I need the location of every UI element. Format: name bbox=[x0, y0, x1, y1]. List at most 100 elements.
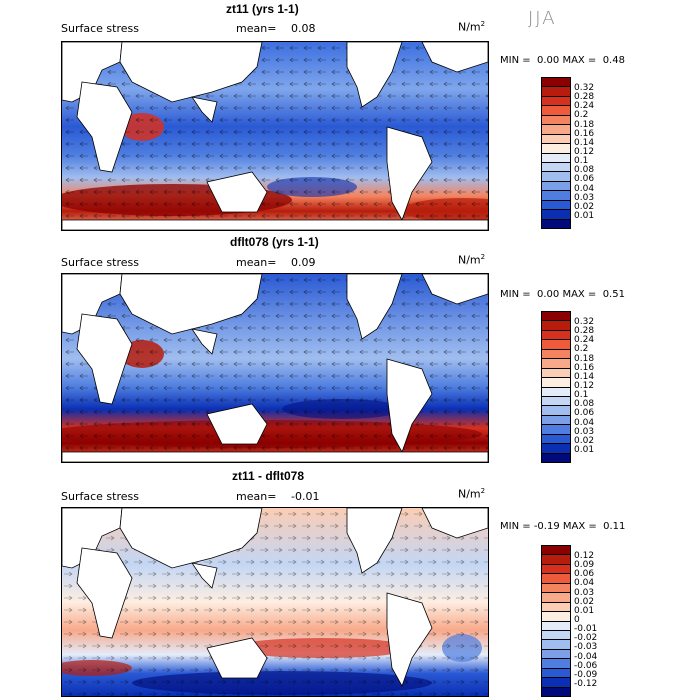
colorbar-swatch bbox=[542, 630, 570, 641]
colorbar-label: -0.06 bbox=[574, 660, 598, 671]
panel-3-units: N/m2 bbox=[458, 487, 486, 501]
panel-3-colorbar bbox=[541, 545, 571, 697]
colorbar-label: 0.09 bbox=[574, 560, 595, 571]
colorbar-swatch bbox=[542, 134, 570, 145]
colorbar-swatch bbox=[542, 574, 570, 584]
colorbar-swatch bbox=[542, 593, 570, 603]
colorbar-swatch bbox=[542, 453, 570, 462]
colorbar-swatch bbox=[542, 153, 570, 163]
colorbar-swatch bbox=[542, 349, 570, 360]
colorbar-swatch bbox=[542, 678, 570, 688]
colorbar-swatch bbox=[542, 78, 570, 88]
colorbar-swatch bbox=[542, 144, 570, 154]
colorbar-label: 0.01 bbox=[574, 211, 595, 222]
colorbar-label: 0.2 bbox=[574, 110, 589, 121]
colorbar-label: 0.18 bbox=[574, 119, 595, 130]
panel-1-colorbar bbox=[541, 77, 571, 229]
colorbar-swatch bbox=[542, 200, 570, 211]
colorbar-label: 0.32 bbox=[574, 317, 595, 328]
colorbar-swatch bbox=[542, 125, 570, 135]
colorbar-swatch bbox=[542, 191, 570, 201]
colorbar-label: 0.04 bbox=[574, 183, 595, 194]
panel-1-colorbar-labels: 0.32 0.28 0.24 0.2 0.18 0.16 0.14 0.12 0.1 0.08 0.… bbox=[574, 83, 595, 222]
colorbar-label: 0.24 bbox=[574, 101, 595, 112]
colorbar-swatch bbox=[542, 210, 570, 220]
colorbar-label: 0.1 bbox=[574, 156, 589, 167]
panel-2-min-max: MIN = 0.00 MAX = 0.51 bbox=[500, 289, 625, 300]
panel-2-title: dflt078 (yrs 1-1) bbox=[230, 235, 319, 249]
colorbar-label: -0.12 bbox=[574, 679, 598, 690]
colorbar-label: 0.12 bbox=[574, 147, 595, 158]
colorbar-swatch bbox=[542, 106, 570, 116]
colorbar-label: 0.08 bbox=[574, 399, 595, 410]
colorbar-swatch bbox=[542, 340, 570, 350]
colorbar-label: 0.04 bbox=[574, 417, 595, 428]
panel-1-title: zt11 (yrs 1-1) bbox=[226, 2, 299, 16]
season-label: JJA bbox=[528, 8, 557, 29]
colorbar-swatch bbox=[542, 555, 570, 565]
colorbar-label: 0.03 bbox=[574, 192, 595, 203]
colorbar-label: 0.14 bbox=[574, 371, 595, 382]
colorbar-label: 0.14 bbox=[574, 137, 595, 148]
colorbar-swatch bbox=[542, 640, 570, 650]
panel-1-mean-value: 0.08 bbox=[291, 22, 316, 35]
panel-2-variable: Surface stress bbox=[61, 256, 139, 269]
colorbar-label: 0.1 bbox=[574, 390, 589, 401]
colorbar-swatch bbox=[542, 162, 570, 173]
panel-2-mean-value: 0.09 bbox=[291, 256, 316, 269]
panel-2-colorbar-labels: 0.32 0.28 0.24 0.2 0.18 0.16 0.14 0.12 0.1 0.08 0.… bbox=[574, 317, 595, 456]
colorbar-swatch bbox=[542, 396, 570, 407]
colorbar-label: 0.24 bbox=[574, 335, 595, 346]
colorbar-swatch bbox=[542, 564, 570, 575]
colorbar-swatch bbox=[542, 659, 570, 669]
colorbar-label: 0.08 bbox=[574, 165, 595, 176]
panel-2-map bbox=[61, 273, 489, 463]
colorbar-swatch bbox=[542, 172, 570, 182]
colorbar-swatch bbox=[542, 687, 570, 696]
panel-3-mean-label: mean= bbox=[236, 490, 277, 503]
colorbar-swatch bbox=[542, 312, 570, 322]
colorbar-label: 0.03 bbox=[574, 587, 595, 598]
colorbar-label: -0.01 bbox=[574, 624, 598, 635]
colorbar-label: -0.03 bbox=[574, 642, 598, 653]
panel-1-mean-label: mean= bbox=[236, 22, 277, 35]
colorbar-label: 0.06 bbox=[574, 569, 595, 580]
panel-2-units: N/m2 bbox=[458, 253, 486, 267]
colorbar-label: 0.28 bbox=[574, 92, 595, 103]
colorbar-label: 0.16 bbox=[574, 362, 595, 373]
panel-3-continents bbox=[62, 508, 488, 687]
panel-1-min-max: MIN = 0.00 MAX = 0.48 bbox=[500, 55, 625, 66]
colorbar-swatch bbox=[542, 387, 570, 397]
colorbar-swatch bbox=[542, 434, 570, 445]
panel-2-continents bbox=[62, 274, 488, 462]
panel-3-map bbox=[61, 507, 489, 697]
colorbar-swatch bbox=[542, 87, 570, 97]
colorbar-label: 0.32 bbox=[574, 83, 595, 94]
colorbar-label: 0 bbox=[574, 615, 580, 626]
colorbar-swatch bbox=[542, 330, 570, 341]
panel-1-map bbox=[61, 41, 489, 231]
colorbar-label: 0.02 bbox=[574, 596, 595, 607]
colorbar-swatch bbox=[542, 368, 570, 379]
panel-3-mean-value: -0.01 bbox=[291, 490, 320, 503]
colorbar-swatch bbox=[542, 444, 570, 454]
panel-1-units: N/m2 bbox=[458, 20, 486, 34]
panel-3-map-svg bbox=[62, 508, 488, 696]
panel-1-map-svg bbox=[62, 42, 488, 230]
panel-2-map-svg bbox=[62, 274, 488, 462]
colorbar-label: 0.02 bbox=[574, 435, 595, 446]
colorbar-label: 0.06 bbox=[574, 174, 595, 185]
colorbar-label: 0.28 bbox=[574, 326, 595, 337]
colorbar-label: -0.04 bbox=[574, 651, 598, 662]
colorbar-swatch bbox=[542, 359, 570, 369]
panel-3-variable: Surface stress bbox=[61, 490, 139, 503]
colorbar-label: 0.01 bbox=[574, 445, 595, 456]
colorbar-swatch bbox=[542, 378, 570, 388]
colorbar-swatch bbox=[542, 546, 570, 556]
colorbar-label: -0.02 bbox=[574, 633, 598, 644]
colorbar-label: 0.04 bbox=[574, 578, 595, 589]
panel-1-continents bbox=[62, 42, 488, 230]
colorbar-label: 0.02 bbox=[574, 201, 595, 212]
colorbar-swatch bbox=[542, 181, 570, 192]
colorbar-swatch bbox=[542, 649, 570, 660]
